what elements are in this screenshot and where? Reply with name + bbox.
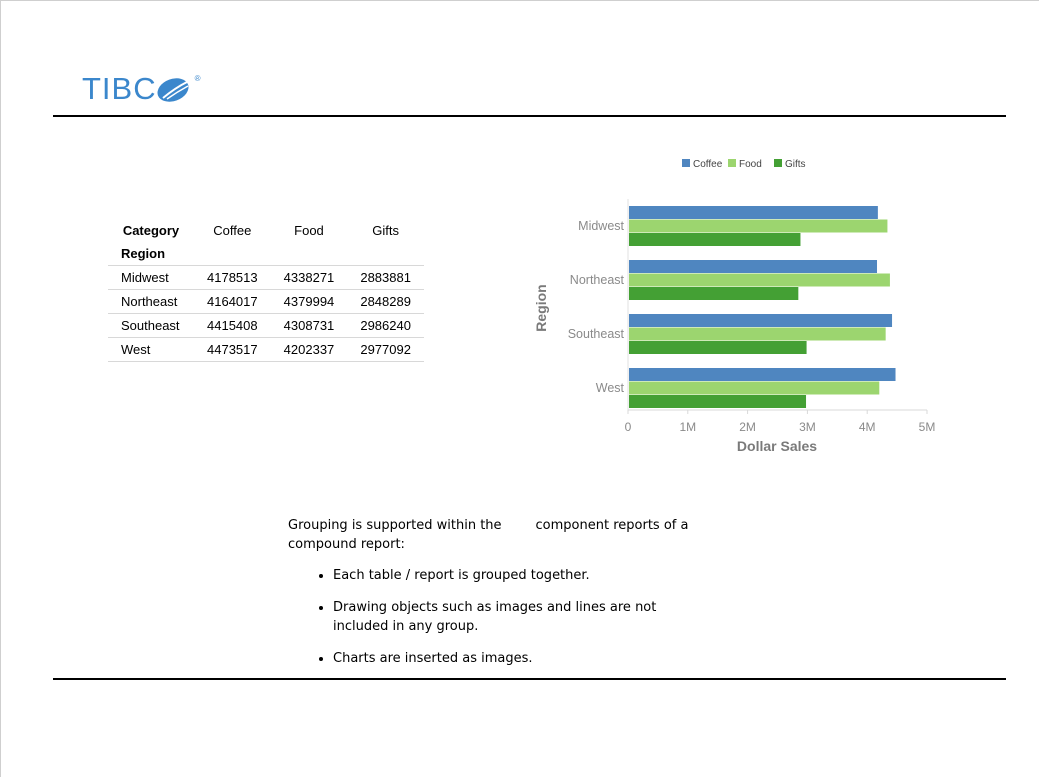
value-cell: 4308731 [283,318,335,333]
bar-food [629,273,890,287]
tibco-logo: TIBC ® [82,71,202,106]
bar-food [629,327,886,341]
bar-coffee [629,314,893,327]
logo-swoosh-icon [157,78,189,102]
category-header: Category [122,223,180,238]
x-tick-label: 5M [919,420,936,434]
value-cell: 4338271 [283,270,335,285]
x-tick-label: 0 [625,420,632,434]
bar-food [629,219,888,233]
value-cell: 4164017 [207,294,258,309]
footer-rule [53,678,1006,680]
bar-coffee [629,206,878,219]
legend-swatch-food [728,159,736,167]
table-row: Midwest 4178513 4338271 2883881 [108,265,424,290]
bar-gifts [629,287,799,300]
value-cell: 2883881 [360,270,411,285]
table-row: Southeast 4415408 4308731 2986240 [108,313,424,338]
value-cell: 2986240 [360,318,411,333]
bar-gifts [629,395,807,408]
y-category-label: Midwest [578,219,624,233]
value-cell: 4379994 [283,294,335,309]
bar-gifts [629,233,801,246]
region-cell: Northeast [121,294,178,309]
bar-gifts [629,341,807,354]
legend-label: Food [739,159,762,170]
region-cell: West [121,342,151,357]
legend-label: Gifts [785,159,806,170]
x-tick-label: 2M [739,420,756,434]
intro-text-a: Grouping is supported within the [288,518,502,533]
value-cell: 2977092 [360,342,411,357]
col-header: Coffee [213,223,252,238]
logo-text: TIBC [82,71,157,106]
x-tick-label: 1M [679,420,696,434]
legend-label: Coffee [693,159,723,170]
intro-text-b: component reports of a compound report: [288,518,689,552]
x-axis-title: Dollar Sales [737,438,817,454]
table-row: Northeast 4164017 4379994 2848289 [108,289,424,314]
description-text: Grouping is supported within the componen… [288,516,708,681]
col-header: Gifts [372,223,400,238]
y-category-label: Southeast [568,327,625,341]
value-cell: 4473517 [207,342,258,357]
region-header: Region [121,246,166,261]
sales-table: Category Coffee Food Gifts Region Midwes… [108,219,424,362]
region-cell: Midwest [121,270,169,285]
value-cell: 4415408 [207,318,258,333]
value-cell: 4178513 [207,270,258,285]
y-category-label: Northeast [570,273,625,287]
table-row: West 4473517 4202337 2977092 [108,337,424,362]
value-cell: 2848289 [360,294,411,309]
y-category-label: West [596,381,625,395]
legend-swatch-coffee [682,159,690,167]
bar-coffee [629,260,878,273]
bullet-item: Each table / report is grouped together. [333,566,663,585]
bar-coffee [629,368,896,381]
bullet-item: Drawing objects such as images and lines… [333,598,663,636]
header-rule [53,115,1006,117]
x-tick-label: 4M [859,420,876,434]
bullet-item: Charts are inserted as images. [333,649,663,668]
col-header: Food [294,223,324,238]
value-cell: 4202337 [283,342,335,357]
legend-swatch-gifts [774,159,782,167]
region-cell: Southeast [121,318,180,333]
bar-food [629,381,880,395]
y-axis-title: Region [533,284,549,331]
x-tick-label: 3M [799,420,816,434]
registered-mark: ® [194,74,202,83]
